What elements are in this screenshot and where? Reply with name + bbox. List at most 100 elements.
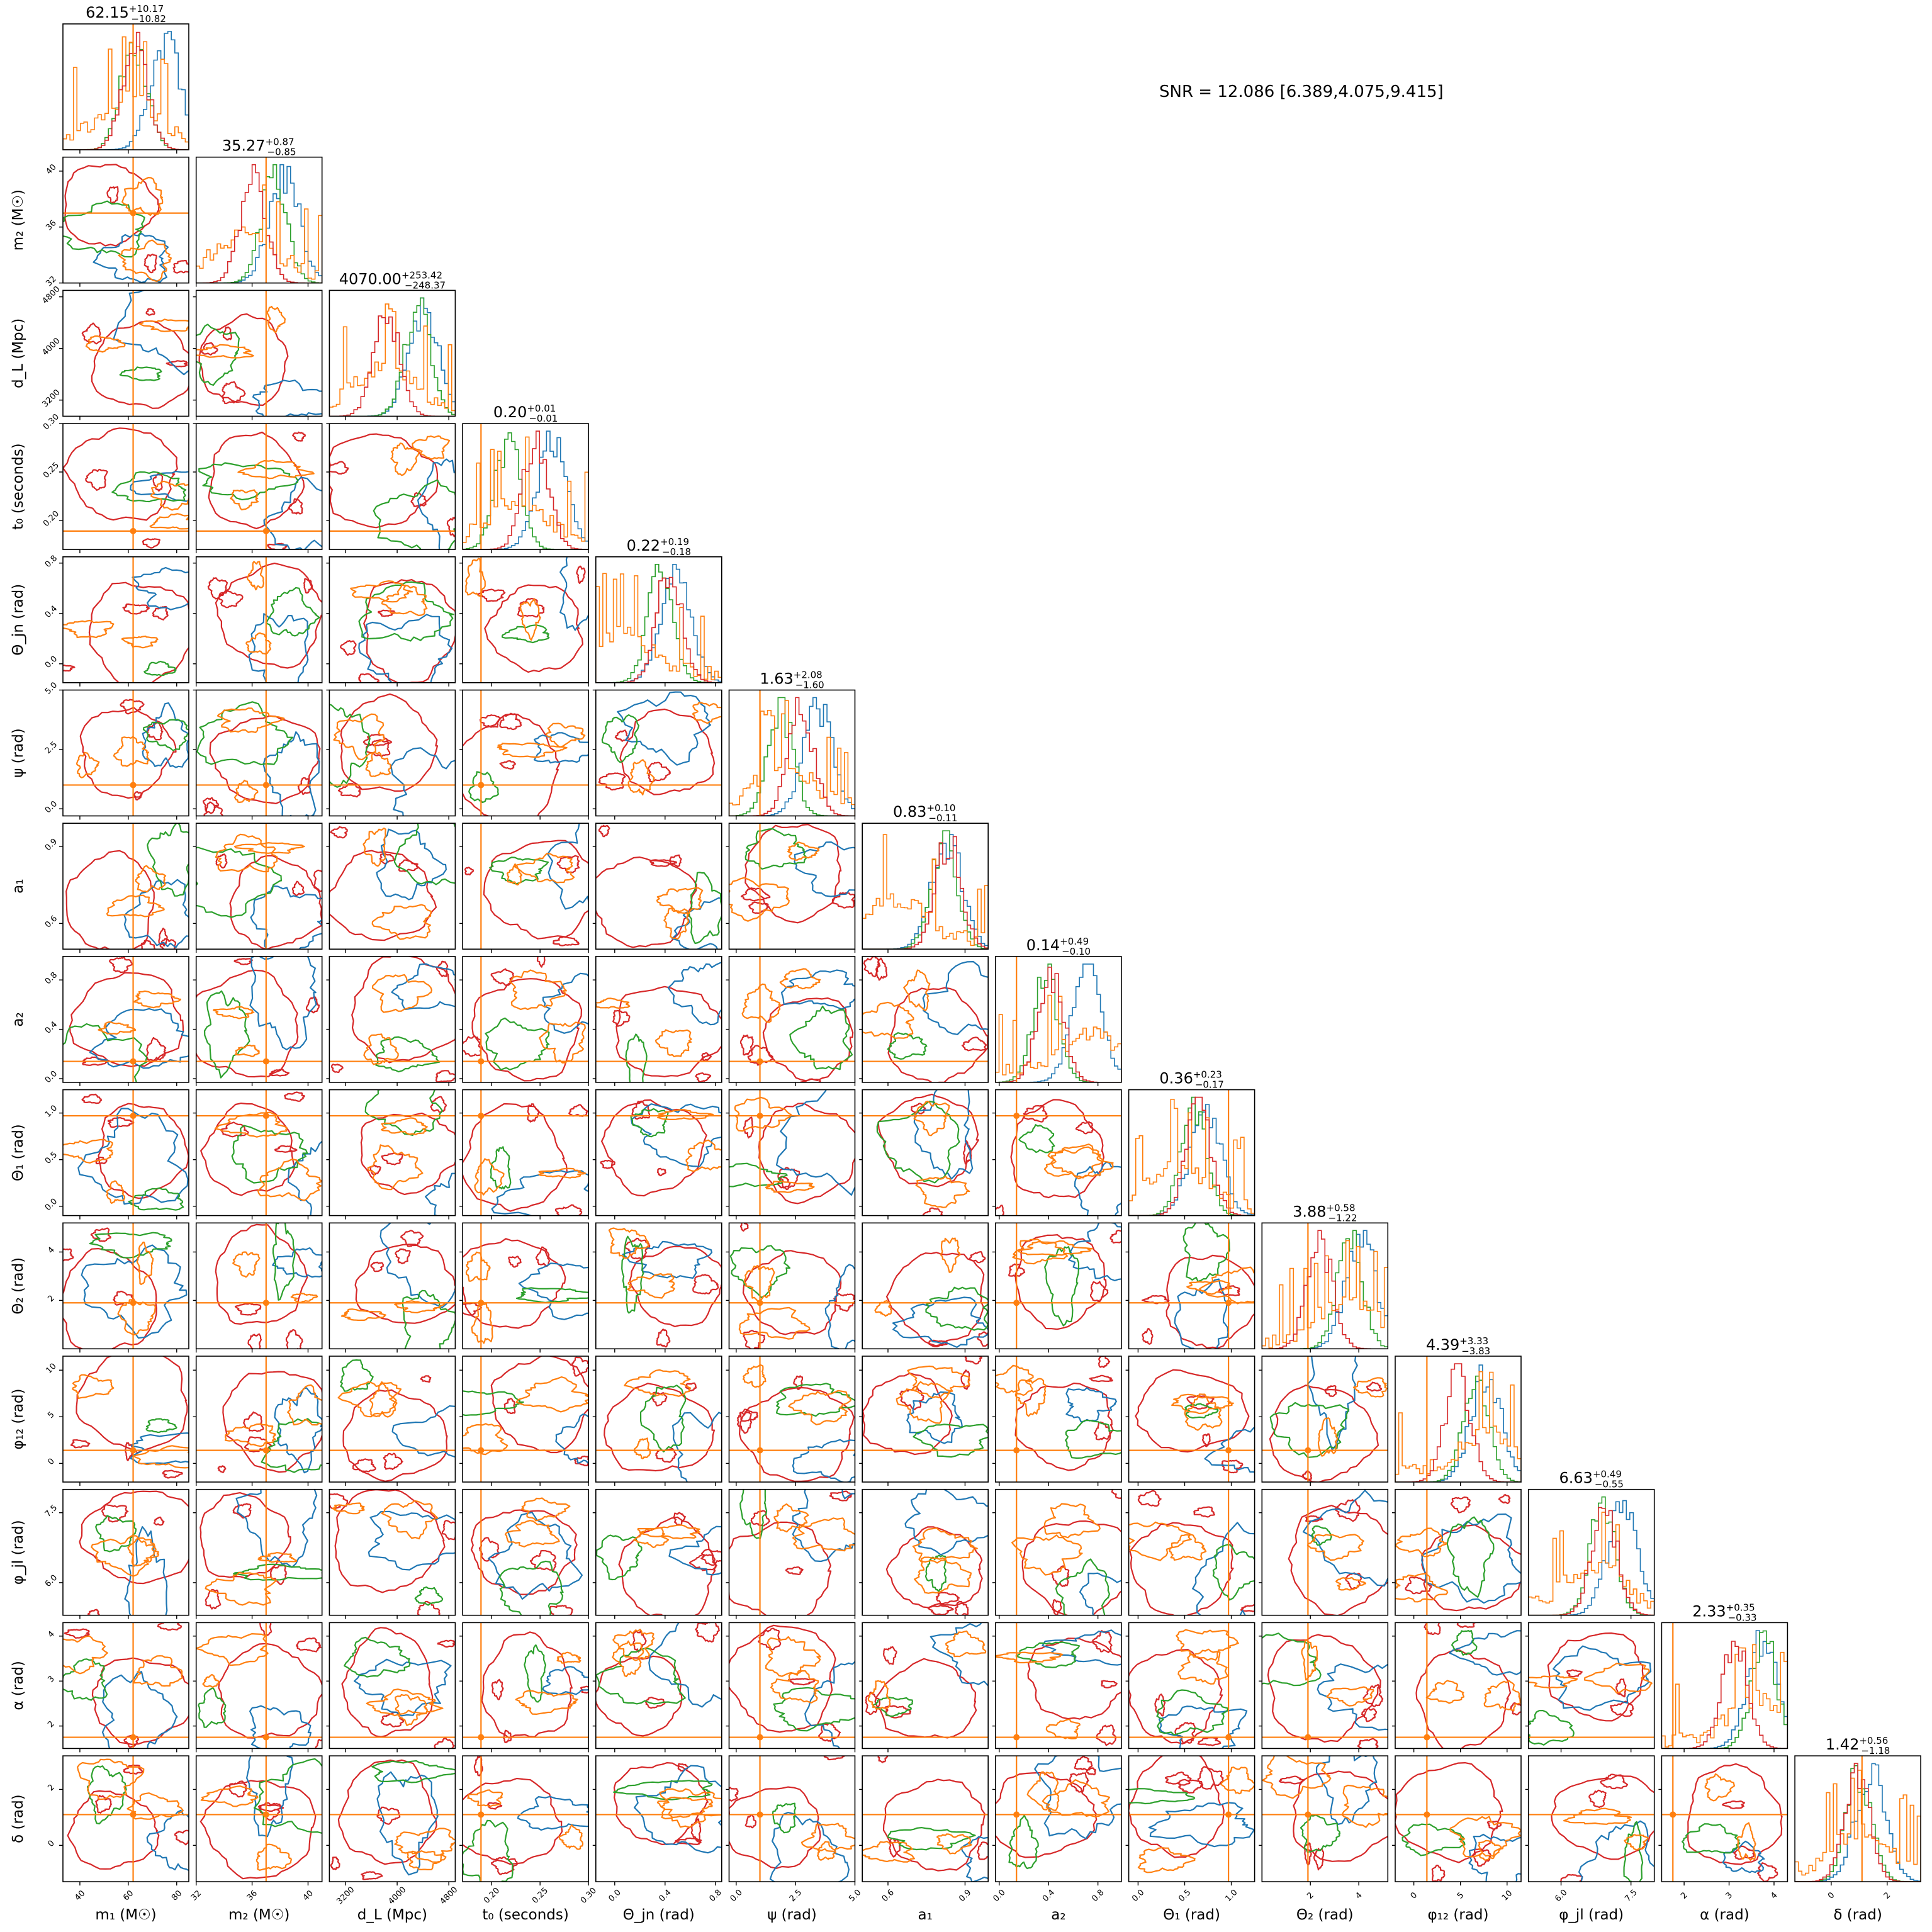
- contour-orange: [509, 969, 567, 1011]
- contour-orange: [627, 759, 655, 795]
- contour-red: [354, 1244, 456, 1324]
- contour-orange: [121, 177, 164, 216]
- contour-orange: [816, 1841, 837, 1861]
- contour-blue: [250, 885, 322, 950]
- panel-frame: [329, 1755, 456, 1882]
- contour-red-island: [554, 1204, 583, 1216]
- contour-blue: [1068, 1223, 1121, 1281]
- hist-panel-thetajn: [595, 556, 722, 687]
- contour-red-island: [995, 1205, 1004, 1216]
- hist-panel-dL: [329, 289, 456, 420]
- contour-red-island: [269, 1069, 290, 1077]
- contour-red: [196, 969, 299, 1078]
- contour-panel-dL-alpha: [326, 1622, 456, 1753]
- contour-red-island: [645, 1697, 666, 1709]
- panel-frame: [329, 1622, 456, 1749]
- contour-blue: [1302, 1490, 1388, 1587]
- contour-orange: [734, 1096, 792, 1132]
- contour-red-island: [274, 1145, 298, 1153]
- contour-red: [463, 713, 561, 816]
- contour-red-island: [673, 1512, 686, 1526]
- contour-orange: [1483, 1680, 1521, 1712]
- contour-red-island: [463, 1302, 483, 1316]
- contour-panel-t0-a2: [459, 956, 589, 1086]
- contour-red-island: [1510, 1702, 1521, 1716]
- truth-point: [1013, 1113, 1020, 1120]
- truth-point: [1013, 1447, 1020, 1454]
- contour-red-island: [352, 1458, 376, 1473]
- histogram-series-2: [1262, 1240, 1388, 1349]
- contour-panel-psi-alpha: [726, 1622, 856, 1753]
- panel-frame: [862, 1622, 989, 1749]
- contour-red-island: [434, 1737, 455, 1749]
- contour-orange: [290, 1293, 318, 1303]
- contour-blue: [671, 897, 722, 950]
- truth-point: [262, 782, 269, 789]
- posterior-summary-t0: 0.20+0.01 −0.01: [493, 403, 558, 424]
- contour-red-island: [787, 1678, 816, 1686]
- histogram-series-0: [1661, 1630, 1788, 1749]
- contour-red-island: [777, 1167, 800, 1191]
- contour-red: [79, 1490, 189, 1585]
- panel-frame: [329, 556, 456, 683]
- x-axis-label-alpha: α (rad): [1700, 1907, 1749, 1923]
- truth-point: [1424, 1811, 1430, 1818]
- contour-blue: [922, 961, 989, 1035]
- truth-point: [130, 527, 137, 534]
- contour-red: [729, 1521, 832, 1615]
- contour-orange: [367, 1144, 424, 1191]
- contour-red-island: [109, 957, 133, 974]
- y-axis-label-delta: δ (rad): [10, 1794, 26, 1843]
- contour-green: [1451, 1630, 1478, 1656]
- contour-red-island: [700, 1549, 722, 1566]
- contour-red: [595, 856, 697, 948]
- contour-orange: [1176, 1629, 1240, 1661]
- contour-green: [119, 366, 162, 381]
- contour-panel-theta2-phi12: [1259, 1356, 1389, 1486]
- truth-point: [756, 1811, 763, 1818]
- contour-orange: [595, 997, 631, 1009]
- contour-red-island: [750, 1510, 770, 1527]
- panel-frame: [62, 1622, 189, 1749]
- contour-orange: [369, 1381, 397, 1418]
- panel-frame: [195, 823, 323, 950]
- contour-green: [344, 1636, 411, 1678]
- contour-red-island: [736, 1411, 752, 1434]
- posterior-summary-alpha: 2.33+0.35 −0.33: [1692, 1602, 1756, 1623]
- contour-orange: [287, 1384, 322, 1426]
- contour-orange: [657, 1109, 714, 1120]
- panel-frame: [462, 1222, 589, 1350]
- posterior-summary-delta: 1.42+0.56 −1.18: [1826, 1735, 1890, 1756]
- contour-green: [198, 462, 299, 501]
- contour-green: [887, 1827, 976, 1851]
- contour-orange: [266, 305, 286, 334]
- posterior-summary-a2: 0.14+0.49 −0.10: [1026, 936, 1091, 957]
- contour-red-island: [1357, 1738, 1379, 1749]
- histogram-series-0: [63, 31, 189, 150]
- contour-orange: [912, 1527, 978, 1564]
- contour-red-island: [101, 1503, 129, 1523]
- contour-green: [524, 1644, 547, 1703]
- hist-panel-m2: [195, 156, 323, 287]
- contour-orange: [1043, 1143, 1114, 1179]
- truth-point: [262, 1734, 269, 1741]
- panel-frame: [995, 1755, 1122, 1882]
- contour-panel-dL-phijl: [326, 1488, 456, 1619]
- contour-red-island: [1164, 1771, 1192, 1786]
- x-axis-label-theta2: Θ₂ (rad): [1296, 1907, 1354, 1923]
- contour-red: [1421, 1524, 1521, 1612]
- contour-orange: [558, 1824, 584, 1850]
- contour-red-island: [777, 1176, 791, 1189]
- contour-green: [111, 471, 187, 503]
- contour-panel-theta2-phijl: [1259, 1488, 1389, 1619]
- contour-orange: [371, 904, 432, 940]
- contour-orange: [896, 1381, 952, 1424]
- contour-orange: [362, 828, 386, 867]
- contour-orange: [903, 969, 931, 1011]
- contour-red-island: [1566, 1669, 1583, 1678]
- panel-frame: [62, 23, 189, 150]
- panel-frame: [329, 423, 456, 550]
- contour-panel-m2-phi12: [193, 1356, 323, 1486]
- truth-point: [478, 1811, 485, 1818]
- contour-green: [1184, 1403, 1219, 1419]
